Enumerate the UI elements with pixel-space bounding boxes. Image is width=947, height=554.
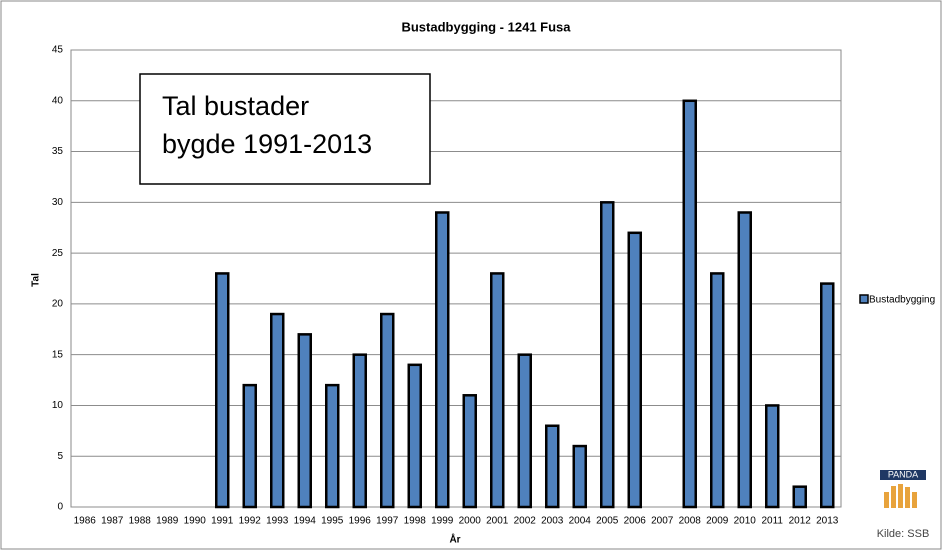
- logo-icon: [884, 484, 917, 508]
- bar: [737, 211, 752, 509]
- y-tick-label: 30: [52, 197, 64, 208]
- x-tick-label: 1988: [129, 516, 152, 527]
- x-tick-label: 2007: [651, 516, 674, 527]
- y-tick-label: 10: [52, 400, 64, 411]
- x-tick-label: 2005: [596, 516, 619, 527]
- bar: [710, 272, 725, 509]
- x-tick-label: 1996: [349, 516, 372, 527]
- bar: [792, 485, 807, 509]
- x-tick-label: 2004: [569, 516, 592, 527]
- x-tick-label: 2012: [789, 516, 812, 527]
- bar: [242, 383, 257, 509]
- y-axis-label: Tal: [31, 273, 42, 287]
- x-tick-label: 1995: [321, 516, 344, 527]
- x-tick-label: 2006: [624, 516, 647, 527]
- x-tick-label: 1997: [376, 516, 399, 527]
- logo-band: [880, 470, 926, 480]
- bar: [380, 312, 395, 509]
- y-tick-label: 25: [52, 248, 64, 259]
- bar: [407, 363, 422, 509]
- bar: [600, 201, 615, 509]
- bar: [682, 99, 697, 509]
- bar: [215, 272, 230, 509]
- x-tick-label: 1998: [404, 516, 427, 527]
- x-tick-label: 1991: [211, 516, 234, 527]
- y-tick-label: 15: [52, 349, 64, 360]
- y-tick-label: 0: [57, 502, 63, 513]
- logo-text: PANDA: [888, 469, 918, 479]
- x-tick-label: 1992: [239, 516, 262, 527]
- bar: [545, 424, 560, 509]
- x-axis-label: År: [449, 533, 460, 546]
- chart-title: Bustadbygging - 1241 Fusa: [401, 19, 571, 34]
- bar: [462, 394, 477, 509]
- bar: [820, 282, 835, 509]
- x-tick-label: 1990: [184, 516, 207, 527]
- bar: [270, 312, 285, 509]
- y-tick-label: 45: [52, 45, 64, 56]
- x-tick-label: 1993: [266, 516, 289, 527]
- bar: [627, 231, 642, 509]
- bar: [352, 353, 367, 509]
- legend-label: Bustadbygging: [869, 295, 935, 306]
- x-tick-label: 2000: [459, 516, 482, 527]
- x-tick-label: 1994: [294, 516, 317, 527]
- bar: [572, 444, 587, 509]
- x-tick-label: 2002: [514, 516, 537, 527]
- x-tick-label: 2009: [706, 516, 729, 527]
- x-tick-label: 2010: [734, 516, 757, 527]
- logo: PANDA Kilde: SSB: [877, 469, 930, 540]
- bar: [325, 383, 340, 509]
- annotation-line: Tal bustader: [162, 91, 309, 121]
- annotation-line: bygde 1991-2013: [162, 129, 372, 159]
- y-tick-label: 20: [52, 299, 64, 310]
- x-tick-label: 1999: [431, 516, 454, 527]
- x-tick-label: 2001: [486, 516, 509, 527]
- bar: [765, 404, 780, 509]
- bar: [297, 333, 312, 509]
- bar: [490, 272, 505, 509]
- x-tick-label: 2013: [816, 516, 839, 527]
- y-tick-label: 35: [52, 146, 64, 157]
- x-tick-label: 1987: [101, 516, 124, 527]
- y-tick-label: 5: [57, 451, 63, 462]
- x-tick-label: 1986: [74, 516, 97, 527]
- source-text: Kilde: SSB: [877, 528, 930, 540]
- bar: [435, 211, 450, 509]
- y-tick-label: 40: [52, 95, 64, 106]
- legend-swatch: [859, 294, 869, 304]
- x-tick-label: 2011: [761, 516, 783, 527]
- bar: [517, 353, 532, 509]
- x-tick-label: 1989: [156, 516, 179, 527]
- x-tick-label: 2008: [679, 516, 702, 527]
- annotation-box: [139, 73, 431, 185]
- x-tick-label: 2003: [541, 516, 564, 527]
